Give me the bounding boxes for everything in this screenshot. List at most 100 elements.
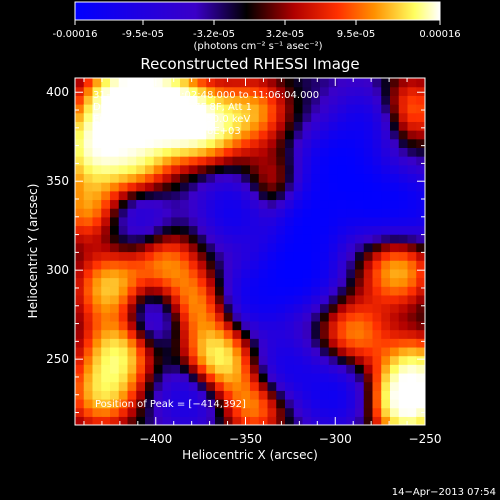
heatmap-cell — [215, 390, 225, 400]
heatmap-cell — [162, 173, 172, 183]
heatmap-cell — [232, 164, 242, 175]
heatmap-cell — [110, 312, 120, 322]
heatmap-cell — [250, 95, 260, 105]
heatmap-cell — [171, 268, 181, 279]
heatmap-cell — [197, 121, 207, 131]
heatmap-cell — [215, 346, 225, 357]
heatmap-cell — [101, 156, 111, 166]
heatmap-cell — [407, 312, 417, 322]
heatmap-cell — [83, 329, 94, 339]
heatmap-cell — [223, 416, 234, 425]
heatmap-cell — [267, 268, 277, 279]
heatmap-cell — [75, 416, 85, 425]
heatmap-cell — [136, 173, 146, 183]
heatmap-cell — [188, 286, 199, 296]
heatmap-cell — [75, 216, 85, 227]
heatmap-cell — [223, 78, 234, 88]
heatmap-cell — [110, 182, 120, 192]
heatmap-cell — [145, 95, 155, 105]
heatmap-cell — [136, 338, 146, 348]
heatmap-cell — [145, 225, 155, 235]
heatmap-cell — [197, 216, 207, 227]
heatmap-cell — [267, 407, 277, 417]
heatmap-cell — [101, 164, 111, 175]
heatmap-cell — [407, 381, 417, 391]
heatmap-cell — [276, 95, 286, 105]
heatmap-cell — [83, 294, 94, 305]
heatmap-cell — [372, 416, 382, 425]
heatmap-cell — [302, 156, 312, 166]
heatmap-cell — [328, 364, 339, 374]
heatmap-cell — [83, 268, 94, 279]
heatmap-cell — [127, 156, 137, 166]
heatmap-cell — [250, 320, 260, 331]
heatmap-cell — [293, 242, 304, 253]
heatmap-cell — [363, 251, 374, 261]
heatmap-cell — [416, 329, 425, 339]
heatmap-cell — [180, 398, 190, 409]
heatmap-cell — [311, 104, 321, 114]
heatmap-cell — [267, 173, 277, 183]
heatmap-cell — [328, 95, 339, 105]
heatmap-cell — [118, 260, 129, 270]
heatmap-cell — [232, 86, 242, 96]
heatmap-cell — [92, 225, 102, 235]
heatmap-cell — [293, 156, 304, 166]
heatmap-cell — [363, 173, 374, 183]
heatmap-cell — [171, 286, 181, 296]
heatmap-cell — [223, 390, 234, 400]
heatmap-cell — [372, 312, 382, 322]
heatmap-cell — [153, 251, 164, 261]
y-tick-label: 300 — [46, 263, 69, 277]
heatmap-cell — [162, 78, 172, 88]
heatmap-cell — [136, 372, 146, 383]
heatmap-cell — [162, 338, 172, 348]
heatmap-cell — [285, 199, 295, 209]
heatmap-cell — [241, 208, 251, 218]
heatmap-cell — [372, 329, 382, 339]
heatmap-cell — [136, 190, 146, 201]
heatmap-cell — [83, 173, 94, 183]
heatmap-cell — [92, 329, 102, 339]
heatmap-cell — [267, 303, 277, 313]
heatmap-cell — [302, 268, 312, 279]
heatmap-cell — [223, 112, 234, 122]
heatmap-cell — [162, 164, 172, 175]
heatmap-cell — [223, 173, 234, 183]
heatmap-cell — [75, 234, 85, 244]
heatmap-cell — [101, 338, 111, 348]
heatmap-cell — [320, 190, 330, 201]
heatmap-cell — [320, 329, 330, 339]
heatmap-cell — [250, 286, 260, 296]
heatmap-cell — [118, 277, 129, 287]
heatmap-cell — [337, 121, 347, 131]
heatmap-cell — [83, 320, 94, 331]
heatmap-cell — [101, 234, 111, 244]
heatmap-cell — [276, 364, 286, 374]
heatmap-cell — [127, 294, 137, 305]
heatmap-cell — [206, 390, 216, 400]
heatmap-cell — [390, 173, 400, 183]
heatmap-cell — [346, 338, 356, 348]
heatmap-cell — [241, 164, 251, 175]
heatmap-cell — [250, 86, 260, 96]
heatmap-cell — [110, 173, 120, 183]
heatmap-cell — [302, 407, 312, 417]
heatmap-cell — [302, 398, 312, 409]
heatmap-cell — [206, 355, 216, 365]
heatmap-cell — [171, 364, 181, 374]
heatmap-cell — [267, 390, 277, 400]
heatmap-cell — [407, 251, 417, 261]
heatmap-cell — [320, 182, 330, 192]
heatmap-cell — [136, 346, 146, 357]
heatmap-cell — [171, 372, 181, 383]
heatmap-cell — [118, 364, 129, 374]
heatmap-cell — [162, 320, 172, 331]
heatmap-cell — [311, 130, 321, 140]
heatmap-cell — [372, 190, 382, 201]
heatmap-cell — [293, 78, 304, 88]
heatmap-cell — [372, 208, 382, 218]
heatmap-cell — [363, 381, 374, 391]
heatmap-cell — [267, 372, 277, 383]
heatmap-cell — [110, 190, 120, 201]
